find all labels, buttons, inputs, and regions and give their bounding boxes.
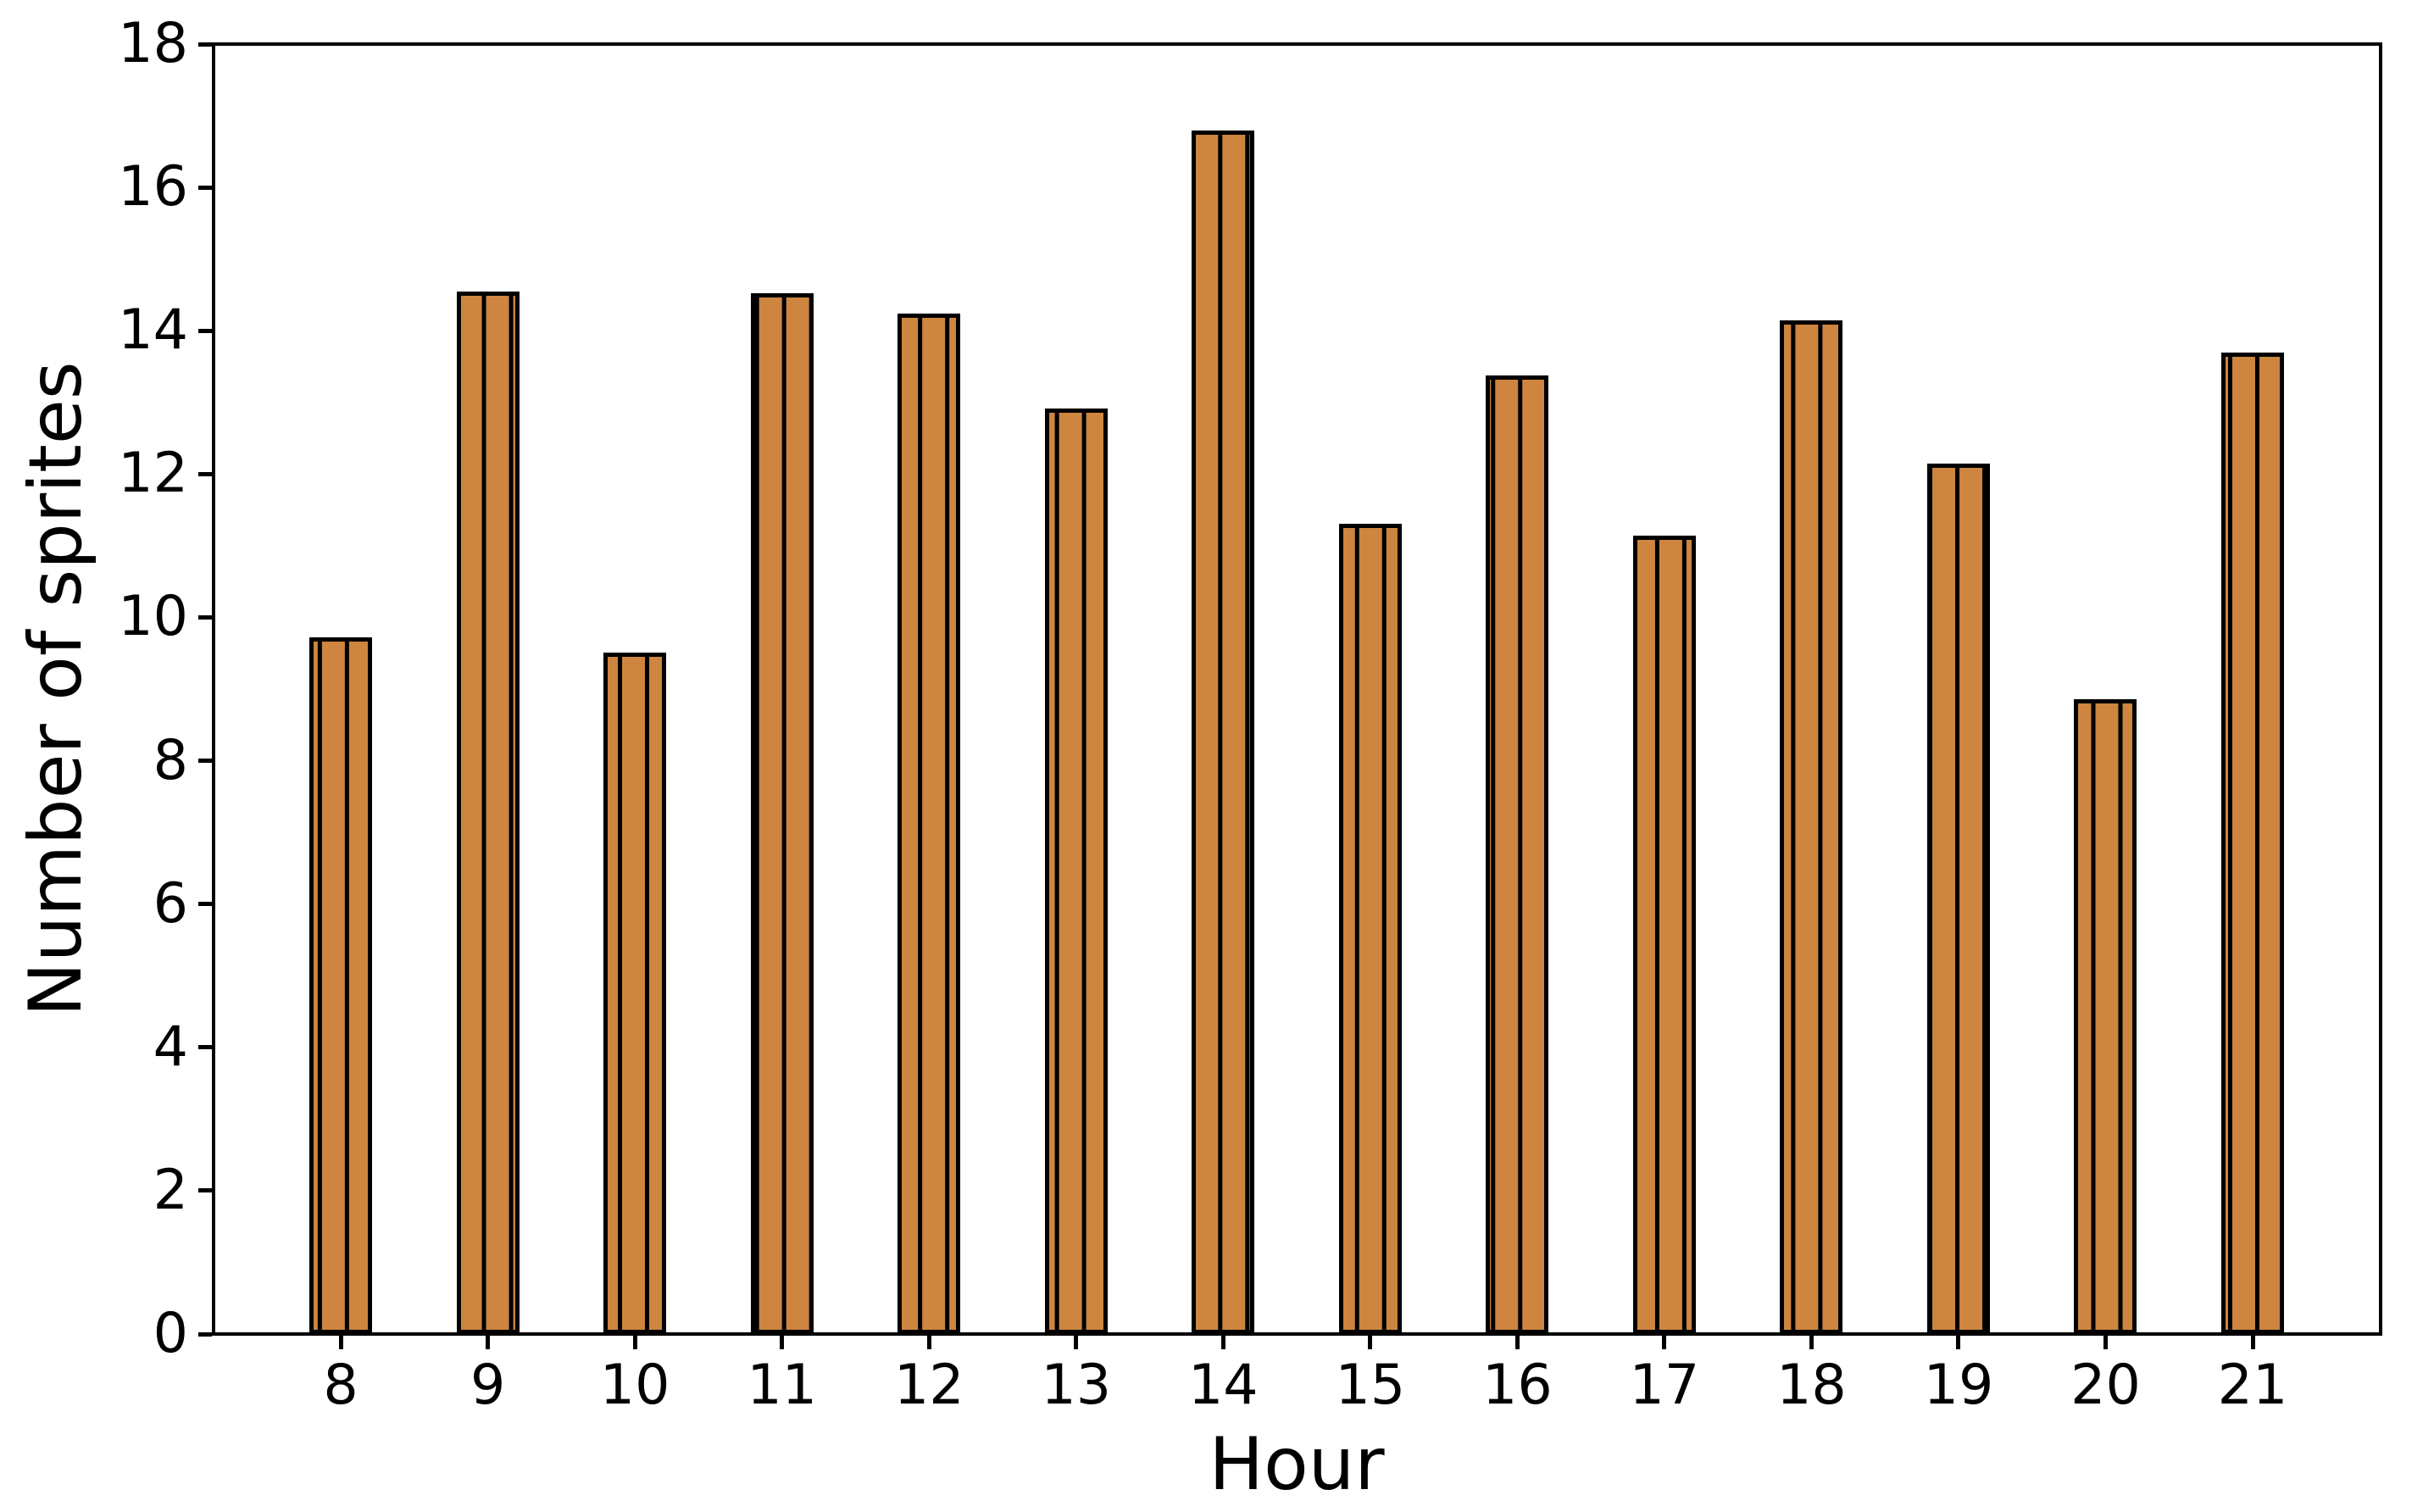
y-tick-mark	[198, 614, 212, 620]
x-tick-mark	[1956, 1336, 1961, 1349]
x-tick-mark	[486, 1336, 491, 1349]
bar-hour-15	[1338, 523, 1402, 1334]
bar-hour-14	[1192, 131, 1255, 1334]
y-tick-mark	[198, 1045, 212, 1050]
x-tick-mark	[1809, 1336, 1814, 1349]
y-tick-label: 16	[118, 155, 188, 220]
x-tick-label: 18	[1776, 1354, 1847, 1417]
x-tick-mark	[1220, 1336, 1225, 1349]
x-tick-mark	[632, 1336, 637, 1349]
bar-hour-20	[2074, 698, 2137, 1334]
x-tick-mark	[1514, 1336, 1520, 1349]
y-tick-mark	[198, 328, 212, 333]
y-tick-label: 10	[118, 585, 188, 649]
y-tick-label: 0	[153, 1302, 188, 1365]
bar-hour-16	[1486, 375, 1549, 1334]
bar-hour-11	[750, 293, 814, 1334]
bar-hour-17	[1632, 536, 1696, 1334]
x-tick-mark	[2250, 1336, 2255, 1349]
x-tick-mark	[926, 1336, 931, 1349]
bar-hour-19	[1926, 464, 1990, 1334]
plot-area	[212, 42, 2382, 1336]
y-tick-mark	[198, 185, 212, 190]
x-tick-label: 10	[599, 1354, 670, 1417]
x-tick-label: 14	[1187, 1354, 1259, 1417]
y-tick-label: 2	[153, 1158, 188, 1222]
y-tick-label: 18	[118, 12, 188, 75]
x-tick-label: 8	[323, 1354, 358, 1417]
y-tick-mark	[198, 42, 212, 47]
x-tick-label: 17	[1629, 1354, 1700, 1417]
y-tick-mark	[198, 902, 212, 907]
y-tick-label: 12	[118, 442, 188, 506]
x-tick-label: 11	[747, 1354, 818, 1417]
y-tick-label: 6	[153, 871, 188, 936]
y-tick-mark	[198, 471, 212, 476]
bar-hour-10	[603, 652, 667, 1334]
bar-hour-9	[456, 291, 520, 1334]
x-axis-label: Hour	[1209, 1422, 1385, 1507]
bar-hour-21	[2221, 353, 2285, 1334]
x-tick-mark	[338, 1336, 343, 1349]
y-tick-mark	[198, 1331, 212, 1337]
x-tick-mark	[1074, 1336, 1079, 1349]
x-tick-mark	[780, 1336, 785, 1349]
y-tick-mark	[198, 759, 212, 764]
bar-hour-12	[898, 313, 961, 1334]
x-tick-mark	[1368, 1336, 1373, 1349]
x-tick-label: 9	[470, 1354, 506, 1417]
x-tick-label: 20	[2070, 1354, 2141, 1417]
y-tick-label: 4	[153, 1014, 188, 1079]
x-tick-mark	[1662, 1336, 1667, 1349]
x-tick-label: 15	[1335, 1354, 1406, 1417]
y-tick-label: 14	[118, 298, 188, 363]
y-tick-mark	[198, 1188, 212, 1193]
x-tick-mark	[2103, 1336, 2108, 1349]
x-tick-label: 21	[2217, 1354, 2288, 1417]
x-tick-label: 19	[1923, 1354, 1994, 1417]
x-tick-label: 16	[1482, 1354, 1553, 1417]
bar-hour-13	[1044, 409, 1108, 1334]
x-tick-label: 12	[893, 1354, 964, 1417]
bar-hour-18	[1780, 320, 1843, 1334]
x-tick-label: 13	[1041, 1354, 1112, 1417]
bar-hour-8	[309, 637, 373, 1334]
y-tick-label: 8	[153, 728, 188, 792]
